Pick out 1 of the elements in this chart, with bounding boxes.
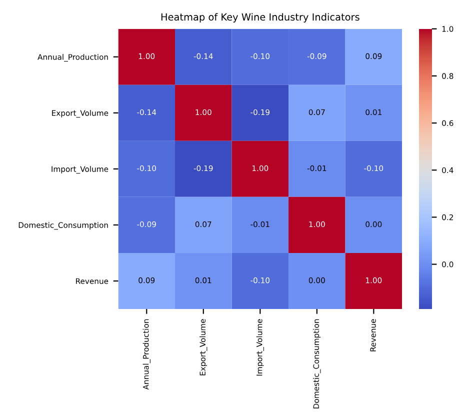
chart-title: Heatmap of Key Wine Industry Indicators	[161, 13, 360, 23]
